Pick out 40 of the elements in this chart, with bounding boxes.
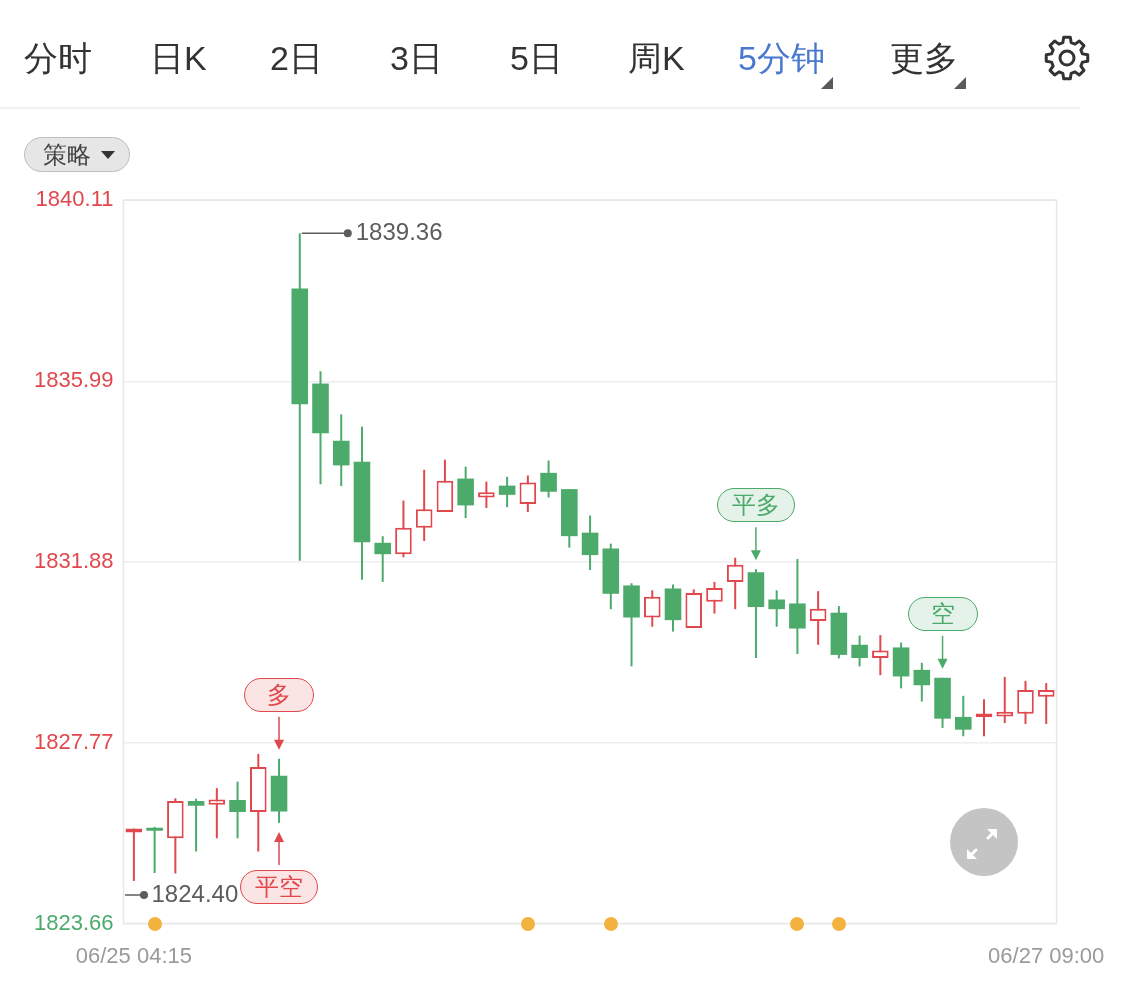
candlestick xyxy=(395,499,412,559)
x-tick-label: 06/25 04:15 xyxy=(75,942,193,968)
candlestick xyxy=(519,474,537,513)
y-tick-label: 1831.88 xyxy=(33,548,114,574)
signal-badge: 平多 xyxy=(716,488,795,523)
signal-badge: 空 xyxy=(907,596,978,631)
text: 更多 xyxy=(890,38,958,78)
text: 3日 xyxy=(390,38,443,78)
text: 5日 xyxy=(510,38,563,78)
candlestick xyxy=(851,634,868,668)
text: 周K xyxy=(628,38,685,78)
y-tick-label: 1840.11 xyxy=(35,186,114,212)
candlestick xyxy=(187,797,205,853)
text: 2日 xyxy=(270,38,323,78)
x-tick-label: 06/27 09:00 xyxy=(988,942,1105,968)
text: 日K xyxy=(150,38,207,78)
signal-badge: 平空 xyxy=(240,869,319,904)
candlestick xyxy=(498,475,516,509)
candlestick xyxy=(146,825,163,875)
candlestick xyxy=(1037,682,1055,725)
candlestick xyxy=(913,661,931,703)
candlestick xyxy=(540,459,557,499)
candlestick xyxy=(374,535,391,583)
annotation: 1824.40 xyxy=(151,879,239,907)
candlestick xyxy=(581,514,599,572)
dropdown-button: 策略 xyxy=(24,137,130,172)
text: 5分钟 xyxy=(738,38,825,78)
candlestick xyxy=(809,590,827,646)
candlestick xyxy=(415,468,433,543)
y-tick-label: 1827.77 xyxy=(33,728,114,754)
y-tick-label: 1835.99 xyxy=(33,367,114,393)
text: 分时 xyxy=(24,38,92,78)
candlestick xyxy=(643,589,661,628)
candlestick xyxy=(768,589,785,628)
candlestick xyxy=(229,780,246,840)
annotation: 1839.36 xyxy=(355,217,443,245)
y-tick-label: 1823.66 xyxy=(33,909,114,935)
candlestick xyxy=(1017,679,1034,725)
candlestick xyxy=(954,694,972,738)
signal-badge: 多 xyxy=(244,677,315,712)
